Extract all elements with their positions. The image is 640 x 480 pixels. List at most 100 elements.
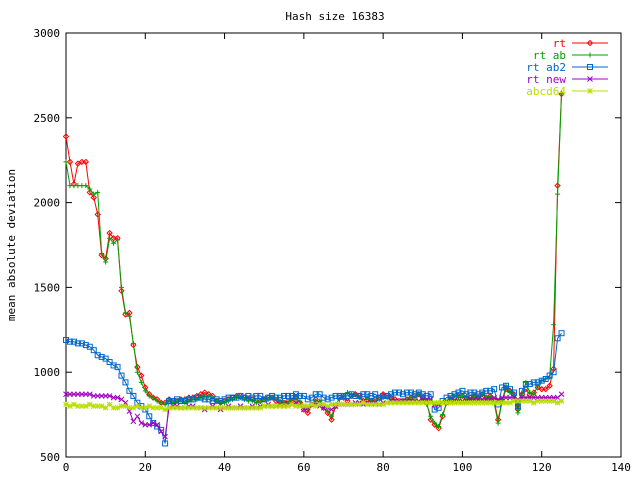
data-point-abcd64: [546, 398, 553, 404]
data-point-rt: [542, 385, 549, 393]
data-point-rt-new: [106, 393, 113, 399]
series-rt-ab: [63, 91, 565, 429]
data-point-rt-ab: [83, 183, 89, 189]
data-point-rt-ab2: [106, 359, 113, 366]
data-point-rt: [106, 229, 113, 237]
data-point-abcd64: [538, 398, 545, 404]
data-point-abcd64: [94, 403, 101, 409]
data-point-rt-ab2: [384, 392, 391, 399]
data-point-rt-ab2: [332, 392, 339, 399]
data-point-abcd64: [344, 401, 351, 408]
data-point-abcd64: [519, 398, 525, 404]
data-point-abcd64: [150, 404, 157, 411]
y-axis-label: mean absolute deviation: [5, 169, 18, 321]
data-point-rt-ab2: [356, 392, 363, 399]
data-point-rt-ab2: [221, 396, 228, 403]
data-point-abcd64: [312, 403, 319, 409]
data-point-rt-ab2: [181, 398, 188, 405]
legend-label-rt-ab2: rt ab2: [526, 61, 566, 74]
data-point-abcd64: [102, 404, 109, 411]
data-point-abcd64: [471, 399, 478, 406]
data-point-abcd64: [90, 403, 97, 409]
data-point-abcd64: [396, 399, 402, 406]
data-point-abcd64: [82, 403, 89, 409]
y-tick-label: 1000: [34, 366, 61, 379]
data-point-abcd64: [503, 399, 509, 406]
data-point-abcd64: [392, 399, 398, 406]
data-point-abcd64: [142, 404, 149, 411]
data-point-abcd64: [186, 404, 192, 411]
data-point-abcd64: [277, 403, 283, 409]
legend-marker-rt: [586, 39, 594, 47]
data-point-rt-ab2: [170, 398, 177, 405]
data-point-rt-ab: [138, 379, 144, 385]
data-point-rt: [328, 416, 335, 423]
data-point-abcd64: [110, 404, 117, 411]
data-point-abcd64: [71, 401, 77, 408]
data-point-rt-ab: [99, 250, 105, 256]
data-point-abcd64: [249, 404, 256, 411]
data-point-rt-ab2: [245, 392, 252, 399]
data-point-rt-new: [162, 433, 168, 440]
data-point-rt-ab2: [146, 413, 153, 420]
data-point-abcd64: [463, 399, 470, 406]
data-point-rt-ab2: [63, 336, 69, 343]
data-point-rt-ab2: [451, 391, 458, 398]
data-point-rt-ab: [130, 340, 136, 346]
data-point-rt-new: [86, 391, 93, 398]
data-point-rt-ab2: [114, 364, 121, 371]
data-point-rt: [439, 413, 446, 420]
series-abcd64: [63, 398, 565, 413]
series-rt: [62, 90, 565, 432]
data-point-rt-ab: [531, 391, 537, 397]
data-point-rt-ab: [87, 186, 93, 192]
data-point-abcd64: [304, 403, 311, 409]
data-point-rt-ab2: [70, 338, 77, 345]
data-point-rt-ab2: [467, 389, 474, 396]
data-point-rt-ab2: [66, 338, 73, 345]
data-point-rt-ab2: [304, 396, 311, 403]
data-point-rt-ab: [122, 310, 128, 316]
data-point-rt-ab2: [364, 391, 371, 398]
data-point-abcd64: [328, 401, 335, 408]
data-point-abcd64: [209, 404, 216, 411]
data-point-rt-ab: [146, 393, 152, 399]
data-point-abcd64: [154, 404, 161, 411]
data-point-abcd64: [408, 399, 414, 406]
data-point-rt-ab: [337, 396, 343, 402]
data-point-rt-ab2: [415, 389, 422, 396]
data-point-rt-ab2: [122, 379, 129, 386]
data-point-rt-ab: [111, 240, 117, 246]
data-point-abcd64: [423, 399, 430, 406]
data-point-abcd64: [320, 401, 327, 408]
data-point-abcd64: [475, 399, 482, 406]
data-point-abcd64: [193, 404, 200, 411]
data-point-abcd64: [360, 399, 367, 406]
data-point-rt-ab2: [285, 392, 291, 399]
data-point-rt-ab: [115, 237, 121, 243]
data-point-rt-ab2: [443, 394, 450, 401]
data-point-abcd64: [217, 404, 224, 411]
data-point-rt-ab: [527, 390, 533, 396]
data-point-rt-ab2: [558, 330, 565, 337]
data-point-rt-ab2: [90, 347, 97, 354]
data-point-abcd64: [162, 406, 168, 413]
data-point-rt-ab: [63, 159, 69, 165]
data-point-rt-ab2: [459, 387, 466, 394]
data-point-rt-ab: [428, 413, 434, 419]
data-point-abcd64: [293, 403, 299, 409]
data-point-abcd64: [269, 403, 275, 409]
data-point-abcd64: [257, 404, 264, 411]
data-point-abcd64: [332, 401, 339, 408]
y-tick-label: 2000: [34, 197, 61, 210]
data-point-rt-ab: [412, 395, 418, 401]
data-point-abcd64: [146, 403, 153, 409]
data-point-rt: [138, 372, 145, 379]
data-point-abcd64: [273, 403, 279, 409]
data-point-rt-ab2: [273, 394, 280, 401]
data-point-rt: [534, 384, 541, 391]
y-tick-label: 3000: [34, 27, 61, 40]
data-point-rt-ab: [119, 284, 124, 290]
data-point-abcd64: [134, 403, 141, 409]
